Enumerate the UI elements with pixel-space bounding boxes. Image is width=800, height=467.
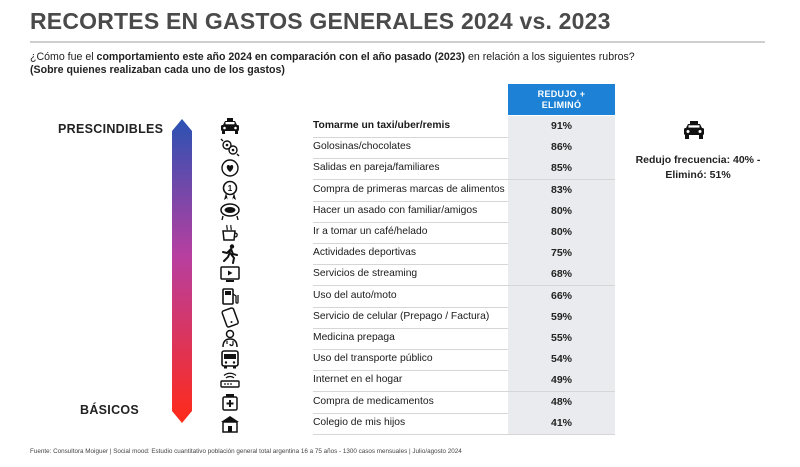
- row-value: 49%: [508, 370, 615, 392]
- candy-icon: [220, 138, 240, 157]
- router-icon: [220, 373, 240, 389]
- row-divider: [313, 179, 615, 181]
- row-divider: [313, 137, 615, 138]
- row-divider: [313, 158, 615, 160]
- scale-top-label: PRESCINDIBLES: [58, 122, 164, 136]
- gradient-scale-arrow: [172, 119, 192, 423]
- row-value: 86%: [508, 137, 615, 159]
- runner-icon: [222, 244, 238, 265]
- row-value: 68%: [508, 264, 615, 286]
- row-value: 85%: [508, 158, 615, 180]
- table-row: Colegio de mis hijos 41%: [218, 412, 618, 435]
- row-value: 41%: [508, 412, 615, 434]
- row-label: Medicina prepaga: [313, 332, 395, 343]
- row-divider: [313, 243, 615, 244]
- survey-question: ¿Cómo fue el comportamiento este año 202…: [30, 51, 770, 64]
- side-note: Redujo frecuencia: 40% - Eliminó: 51%: [635, 154, 761, 181]
- row-value: 48%: [508, 391, 615, 413]
- row-value: 91%: [508, 116, 615, 137]
- row-value: 80%: [508, 200, 615, 222]
- row-value: 55%: [508, 328, 615, 349]
- table-row: Hacer un asado con familiar/amigos 80%: [218, 200, 618, 223]
- question-suffix: en relación a los siguientes rubros?: [465, 51, 635, 63]
- row-divider: [313, 221, 615, 223]
- school-icon: [221, 415, 239, 433]
- row-label: Actividades deportivas: [313, 247, 417, 259]
- question-prefix: ¿Cómo fue el: [30, 51, 97, 63]
- table-row: Tomarme un taxi/uber/remis 91%: [218, 116, 618, 138]
- table-row: Golosinas/chocolates 86%: [218, 137, 618, 160]
- row-value: 66%: [508, 285, 615, 307]
- row-divider: [313, 285, 615, 287]
- row-value: 83%: [508, 179, 615, 201]
- question-bold: comportamiento este año 2024 en comparac…: [96, 51, 466, 63]
- column-header-line2: ELIMINÓ: [541, 100, 582, 110]
- row-divider: [313, 200, 615, 202]
- row-label: Servicio de celular (Prepago / Factura): [313, 310, 490, 322]
- brand-badge-icon: 1: [222, 180, 238, 200]
- column-header-line1: REDUJO +: [537, 89, 586, 99]
- column-header: REDUJO + ELIMINÓ: [508, 84, 615, 115]
- row-label: Servicios de streaming: [313, 268, 418, 280]
- coffee-icon: [222, 224, 238, 241]
- svg-text:1: 1: [228, 184, 233, 193]
- row-divider: [313, 370, 615, 372]
- survey-note: (Sobre quienes realizaban cada uno de lo…: [30, 64, 285, 76]
- table-row: Compra de medicamentos 48%: [218, 391, 618, 414]
- row-divider: [313, 327, 615, 329]
- row-divider: [313, 306, 615, 308]
- row-label: Compra de primeras marcas de alimentos: [313, 183, 505, 195]
- table-row: Medicina prepaga 55%: [218, 328, 618, 350]
- row-label: Salidas en pareja/familiares: [313, 162, 440, 174]
- row-label: Tomarme un taxi/uber/remis: [313, 120, 451, 131]
- medicine-icon: [222, 393, 238, 411]
- row-label: Uso del transporte público: [313, 353, 433, 365]
- fuel-pump-icon: [222, 287, 239, 305]
- table-row: Servicios de streaming 68%: [218, 264, 618, 287]
- row-value: 59%: [508, 306, 615, 328]
- taxi-icon: [684, 121, 704, 139]
- row-value: 75%: [508, 243, 615, 265]
- doctor-icon: [222, 329, 238, 348]
- bus-icon: [221, 350, 239, 369]
- row-divider: [313, 349, 615, 350]
- row-label: Golosinas/chocolates: [313, 141, 411, 153]
- table-row: Uso del auto/moto 66%: [218, 285, 618, 308]
- phone-icon: [221, 307, 239, 328]
- row-label: Hacer un asado con familiar/amigos: [313, 204, 478, 216]
- row-divider: [313, 412, 615, 414]
- scale-bottom-label: BÁSICOS: [80, 403, 140, 417]
- taxi-icon: [221, 118, 239, 134]
- row-value: 54%: [508, 349, 615, 371]
- row-label: Colegio de mis hijos: [313, 416, 406, 428]
- table-row: Actividades deportivas 75%: [218, 243, 618, 266]
- table-row: Uso del transporte público 54%: [218, 349, 618, 372]
- heart-outing-icon: [221, 159, 239, 178]
- row-label: Compra de medicamentos: [313, 395, 434, 407]
- tv-icon: [220, 266, 240, 283]
- table-row: 1 Compra de primeras marcas de alimentos 8…: [218, 179, 618, 202]
- table-row: Ir a tomar un café/helado 80%: [218, 222, 618, 244]
- source-note: Fuente: Consultora Moiguer | Social mood…: [30, 448, 462, 455]
- row-label: Uso del auto/moto: [313, 289, 397, 301]
- table-row: Servicio de celular (Prepago / Factura) 5…: [218, 306, 618, 329]
- row-label: Ir a tomar un café/helado: [313, 226, 428, 237]
- title-divider: [30, 41, 765, 43]
- row-label: Internet en el hogar: [313, 374, 403, 386]
- table-row: Internet en el hogar 49%: [218, 370, 618, 393]
- table-row: Salidas en pareja/familiares 85%: [218, 158, 618, 181]
- grill-icon: [220, 203, 240, 220]
- page-title: RECORTES EN GASTOS GENERALES 2024 vs. 20…: [30, 8, 611, 34]
- row-divider: [313, 433, 615, 435]
- row-divider: [313, 391, 615, 393]
- row-divider: [313, 264, 615, 266]
- row-value: 80%: [508, 222, 615, 243]
